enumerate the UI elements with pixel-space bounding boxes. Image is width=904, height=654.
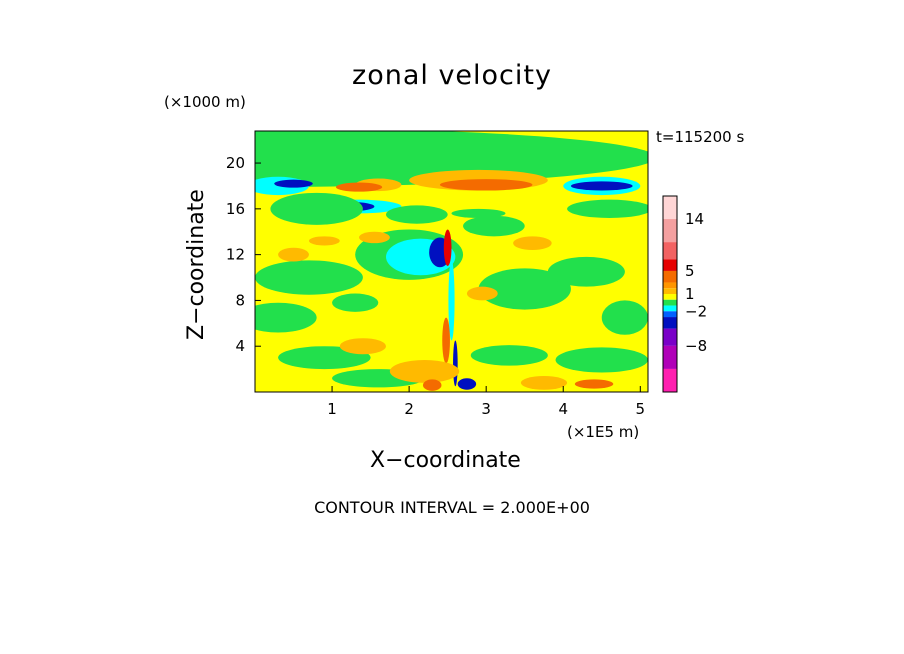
x-axis-unit: (×1E5 m) <box>567 423 640 441</box>
colorbar-swatch <box>663 294 677 300</box>
field-region <box>457 378 477 390</box>
colorbar-label: −8 <box>685 337 707 355</box>
colorbar-swatch <box>663 305 677 312</box>
colorbar-label: 1 <box>685 285 695 303</box>
field-region <box>255 131 648 188</box>
y-tick-label: 20 <box>226 154 245 172</box>
field-region <box>335 182 383 192</box>
colorbar-swatch <box>663 311 677 318</box>
field-region <box>448 260 455 341</box>
colorbar-swatch <box>663 328 677 346</box>
field-region <box>470 345 548 366</box>
y-tick-label: 4 <box>235 337 245 355</box>
colorbar: 14 5 1−2 −8 <box>662 195 707 393</box>
field-region <box>339 338 386 355</box>
y-axis-unit: (×1000 m) <box>164 93 246 111</box>
field-region <box>466 286 498 301</box>
y-axis-ticks: 4 8 12 16 20 <box>226 154 261 355</box>
colorbar-label: 5 <box>685 262 695 280</box>
field-region <box>547 256 625 287</box>
field-region <box>555 347 648 373</box>
plot-frame <box>254 130 649 393</box>
field-region <box>463 215 525 237</box>
y-tick-label: 12 <box>226 246 245 264</box>
colorbar-swatch <box>663 288 677 294</box>
field-region <box>439 179 533 191</box>
colorbar-frame <box>662 195 678 393</box>
field-region <box>386 205 448 224</box>
field-region <box>278 247 309 262</box>
colorbar-swatch <box>663 368 677 392</box>
field-region <box>422 379 442 391</box>
field-region <box>574 379 614 389</box>
x-axis-ticks: 1 2 3 4 5 <box>327 386 645 418</box>
field-region <box>274 179 313 188</box>
time-label: t=115200 s <box>656 128 745 146</box>
field-region <box>453 340 458 387</box>
field-region <box>570 181 633 191</box>
field-region <box>359 231 390 244</box>
x-tick-label: 3 <box>481 400 491 418</box>
colorbar-swatch <box>663 282 677 289</box>
field-region <box>255 260 363 295</box>
colorbar-swatch <box>663 270 677 283</box>
field-region <box>255 302 317 333</box>
colorbar-swatch <box>663 196 677 220</box>
field-region <box>389 359 460 383</box>
field-region <box>520 375 568 390</box>
field-region <box>332 293 379 312</box>
x-tick-label: 1 <box>327 400 337 418</box>
field-region <box>513 236 552 251</box>
colorbar-swatch <box>663 242 677 260</box>
colorbar-swatch <box>663 317 677 329</box>
field-region <box>601 300 648 335</box>
y-tick-label: 16 <box>226 200 245 218</box>
colorbar-swatch <box>663 345 677 369</box>
x-tick-label: 4 <box>558 400 568 418</box>
y-tick-label: 8 <box>235 291 245 309</box>
field-region <box>478 268 571 310</box>
contour-interval-note: CONTOUR INTERVAL = 2.000E+00 <box>314 498 590 517</box>
colorbar-swatch <box>663 259 677 271</box>
field-region <box>451 208 506 218</box>
velocity-field <box>255 131 648 392</box>
field-region <box>308 236 340 246</box>
colorbar-swatch <box>663 219 677 243</box>
field-region <box>442 317 450 364</box>
chart-title: zonal velocity <box>352 60 552 91</box>
field-region <box>567 199 648 218</box>
x-tick-label: 2 <box>404 400 414 418</box>
colorbar-swatch <box>663 299 677 306</box>
colorbar-label: 14 <box>685 210 704 228</box>
x-axis-label: X−coordinate <box>370 448 521 473</box>
x-tick-label: 5 <box>636 400 646 418</box>
field-region <box>270 192 363 225</box>
colorbar-label: −2 <box>685 302 707 320</box>
field-region <box>443 229 452 267</box>
